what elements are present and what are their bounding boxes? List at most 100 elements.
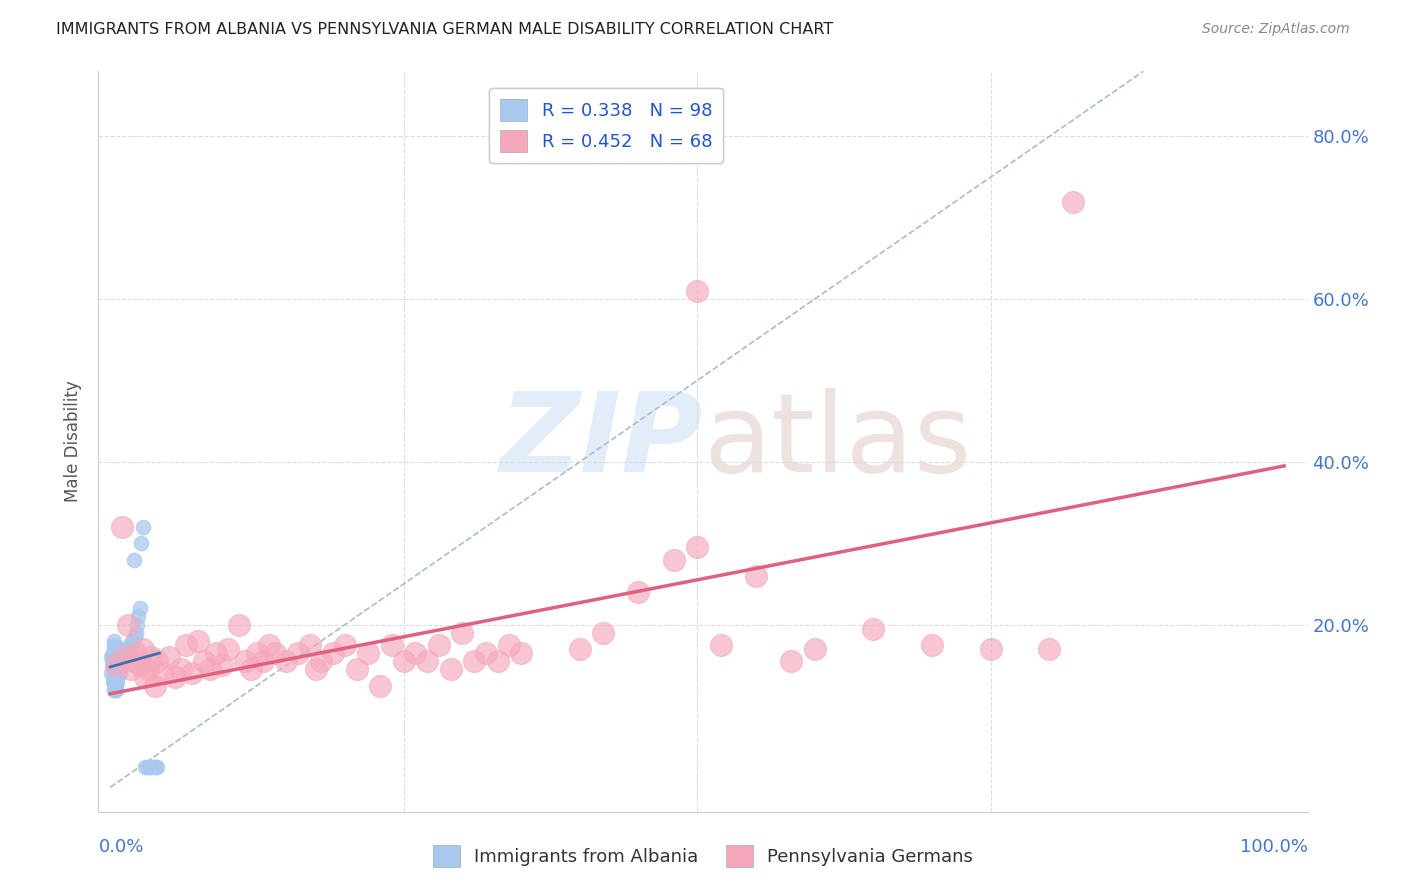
Point — [141, 760, 163, 774]
Point — [105, 671, 128, 685]
Point — [662, 552, 685, 566]
Point — [112, 654, 135, 668]
Point — [105, 674, 128, 689]
Point — [252, 654, 274, 668]
Point — [451, 625, 474, 640]
Point — [333, 638, 356, 652]
Point — [101, 646, 124, 660]
Point — [980, 642, 1002, 657]
Point — [392, 654, 415, 668]
Point — [104, 662, 127, 676]
Point — [107, 646, 129, 660]
Point — [128, 658, 150, 673]
Point — [100, 666, 122, 681]
Point — [104, 666, 127, 681]
Point — [463, 654, 485, 668]
Point — [112, 646, 135, 660]
Point — [105, 658, 128, 673]
Point — [111, 654, 134, 668]
Point — [311, 654, 333, 668]
Point — [416, 654, 439, 668]
Point — [404, 646, 426, 660]
Point — [204, 646, 226, 660]
Point — [101, 654, 124, 668]
Point — [103, 633, 125, 648]
Point — [105, 646, 128, 660]
Point — [143, 760, 166, 774]
Point — [120, 638, 142, 652]
Point — [127, 617, 149, 632]
Point — [108, 658, 131, 673]
Point — [111, 658, 134, 673]
Point — [105, 662, 128, 676]
Point — [110, 654, 132, 668]
Legend: Immigrants from Albania, Pennsylvania Germans: Immigrants from Albania, Pennsylvania Ge… — [426, 838, 980, 874]
Point — [211, 658, 233, 673]
Point — [322, 646, 344, 660]
Point — [141, 650, 163, 665]
Point — [176, 638, 198, 652]
Point — [107, 654, 129, 668]
Point — [103, 654, 125, 668]
Point — [120, 638, 142, 652]
Point — [105, 671, 128, 685]
Point — [104, 679, 127, 693]
Point — [240, 662, 263, 676]
Point — [107, 662, 129, 676]
Point — [112, 646, 135, 660]
Point — [686, 541, 709, 555]
Point — [125, 625, 148, 640]
Point — [803, 642, 825, 657]
Point — [104, 682, 127, 697]
Point — [475, 646, 498, 660]
Point — [592, 625, 614, 640]
Point — [104, 654, 127, 668]
Point — [108, 646, 131, 660]
Point — [263, 646, 285, 660]
Point — [169, 662, 191, 676]
Point — [105, 674, 128, 689]
Point — [101, 650, 124, 665]
Point — [122, 654, 145, 668]
Point — [427, 638, 450, 652]
Point — [104, 650, 127, 665]
Point — [107, 666, 129, 681]
Text: Source: ZipAtlas.com: Source: ZipAtlas.com — [1202, 22, 1350, 37]
Point — [105, 666, 128, 681]
Point — [112, 650, 135, 665]
Point — [163, 671, 186, 685]
Point — [112, 650, 135, 665]
Point — [921, 638, 943, 652]
Point — [745, 568, 768, 582]
Point — [111, 520, 134, 534]
Text: 100.0%: 100.0% — [1240, 838, 1308, 856]
Point — [134, 760, 156, 774]
Point — [105, 646, 128, 660]
Point — [105, 650, 128, 665]
Point — [110, 646, 132, 660]
Point — [486, 654, 509, 668]
Point — [257, 638, 280, 652]
Point — [103, 646, 125, 660]
Point — [115, 646, 138, 660]
Point — [143, 679, 166, 693]
Point — [117, 646, 139, 660]
Text: ZIP: ZIP — [499, 388, 703, 495]
Point — [105, 658, 128, 673]
Point — [129, 536, 152, 550]
Point — [111, 646, 134, 660]
Point — [104, 671, 127, 685]
Point — [103, 638, 125, 652]
Point — [128, 601, 150, 615]
Point — [100, 650, 122, 665]
Point — [105, 654, 128, 668]
Point — [381, 638, 404, 652]
Point — [103, 662, 125, 676]
Point — [187, 633, 209, 648]
Point — [122, 552, 145, 566]
Point — [124, 630, 146, 644]
Point — [1038, 642, 1060, 657]
Point — [110, 650, 132, 665]
Point — [368, 679, 391, 693]
Point — [1062, 194, 1084, 209]
